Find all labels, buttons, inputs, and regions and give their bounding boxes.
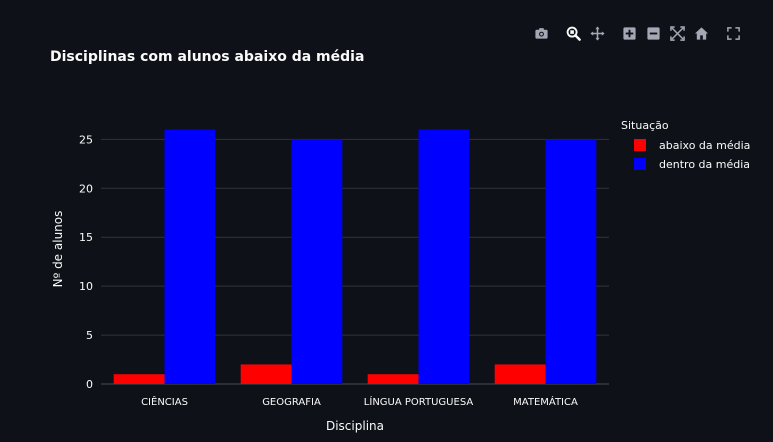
fullscreen-icon[interactable] (724, 24, 742, 42)
zoom-in-icon[interactable] (620, 24, 638, 42)
legend-swatch[interactable] (634, 158, 646, 170)
bar[interactable] (113, 374, 165, 384)
y-tick-label: 15 (79, 231, 93, 244)
y-tick-label: 20 (79, 182, 93, 195)
reset-axes-icon[interactable] (692, 24, 710, 42)
x-tick-label: LÍNGUA PORTUGUESA (364, 395, 474, 408)
bar[interactable] (291, 139, 343, 384)
y-axis-label: Nº de alunos (51, 211, 65, 288)
y-tick-label: 10 (79, 280, 93, 293)
bar[interactable] (545, 139, 597, 384)
bar[interactable] (418, 129, 470, 384)
legend: Situação abaixo da média dentro da média (621, 119, 750, 171)
legend-item-label[interactable]: abaixo da média (659, 139, 750, 152)
pan-icon[interactable] (588, 24, 606, 42)
x-tick-label: GEOGRAFIA (262, 397, 321, 408)
camera-icon[interactable] (532, 24, 550, 42)
x-tick-label: CIÊNCIAS (141, 395, 188, 408)
bar[interactable] (367, 374, 419, 384)
bar[interactable] (164, 129, 216, 384)
chart-toolbar (532, 24, 748, 42)
zoom-icon[interactable] (564, 24, 582, 42)
y-tick-label: 25 (79, 133, 93, 146)
y-tick-label: 0 (86, 378, 93, 391)
zoom-out-icon[interactable] (644, 24, 662, 42)
y-tick-label: 5 (86, 329, 93, 342)
x-axis-label: Disciplina (326, 419, 384, 433)
legend-title: Situação (621, 119, 669, 132)
x-tick-label: MATEMÁTICA (513, 395, 578, 408)
legend-item-label[interactable]: dentro da média (659, 158, 750, 171)
autoscale-icon[interactable] (668, 24, 686, 42)
bar[interactable] (494, 364, 546, 384)
chart-title: Disciplinas com alunos abaixo da média (50, 49, 365, 65)
bar[interactable] (240, 364, 292, 384)
legend-swatch[interactable] (634, 139, 646, 151)
